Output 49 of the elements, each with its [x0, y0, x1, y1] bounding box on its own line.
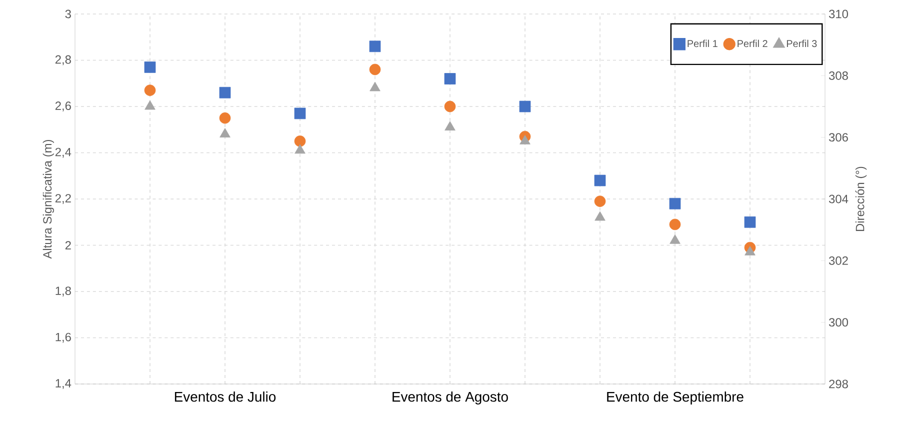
- y-tick-label: 2,4: [55, 148, 72, 158]
- point: [520, 135, 530, 144]
- point: [144, 84, 156, 96]
- x-tick-label: Evento de Septiembre: [607, 392, 744, 405]
- y-tick-label: 1,6: [56, 332, 71, 343]
- point: [669, 218, 681, 230]
- y-tick-label: 2: [65, 241, 71, 250]
- point: [669, 198, 681, 210]
- point: [744, 246, 756, 256]
- y-axis-title: Altura Significativa (m): [42, 140, 54, 259]
- y-tick-label: 1,4: [56, 379, 72, 389]
- y-tick-label: 3: [65, 10, 71, 18]
- legend-label: Perfil 3: [786, 40, 817, 48]
- y2-tick-label: 302: [828, 256, 848, 265]
- y-tick-label: 2,8: [55, 55, 71, 66]
- point: [144, 100, 156, 110]
- point: [370, 82, 380, 92]
- point: [220, 128, 230, 138]
- point: [594, 211, 606, 221]
- point: [294, 108, 306, 120]
- point: [294, 136, 306, 147]
- point: [144, 62, 156, 73]
- point: [519, 100, 531, 112]
- y2-tick-label: 300: [828, 318, 848, 327]
- point: [444, 100, 456, 112]
- y2-tick-label: 304: [828, 194, 848, 204]
- y2-tick-label: 298: [829, 380, 848, 388]
- y-tick-label: 2,2: [55, 194, 71, 204]
- point: [744, 216, 756, 228]
- y2-tick-label: 306: [828, 133, 848, 142]
- point: [444, 121, 456, 130]
- x-tick-label: Eventos de Julio: [174, 392, 276, 402]
- legend-label: Perfil 1: [688, 40, 718, 48]
- point: [594, 196, 606, 207]
- y2-tick-label: 308: [828, 71, 848, 80]
- y-tick-label: 2,6: [55, 102, 71, 112]
- point: [219, 112, 231, 124]
- x-tick-label: Eventos de Agosto: [392, 392, 508, 405]
- y2-axis-title: Dirección (°): [855, 166, 867, 231]
- point: [594, 174, 606, 186]
- point: [369, 64, 381, 76]
- y-tick-label: 1,8: [56, 286, 71, 296]
- point: [294, 144, 306, 154]
- y2-tick-label: 310: [828, 10, 848, 18]
- point: [670, 234, 680, 244]
- point: [444, 73, 456, 84]
- point: [369, 40, 381, 52]
- legend-label: Perfil 2: [738, 40, 768, 48]
- point: [219, 86, 231, 98]
